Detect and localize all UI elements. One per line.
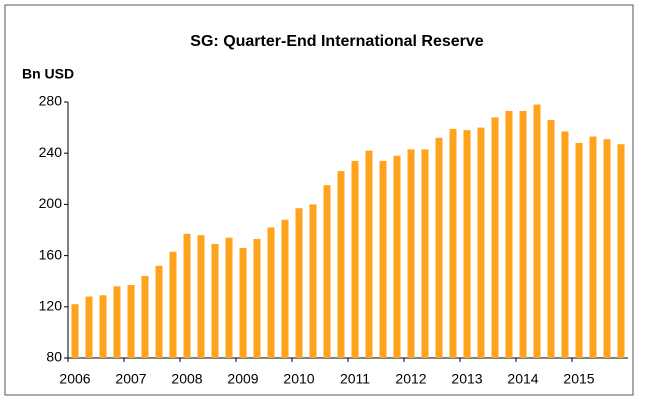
y-axis-label: Bn USD	[22, 66, 74, 82]
chart-title: SG: Quarter-End International Reserve	[190, 33, 484, 50]
bar	[435, 137, 443, 358]
bar	[253, 238, 261, 358]
bar	[407, 149, 415, 358]
bar	[365, 150, 373, 358]
bar	[533, 104, 541, 358]
bar	[463, 130, 471, 358]
x-tick-label: 2014	[507, 371, 538, 387]
bar	[127, 285, 135, 358]
bar	[309, 204, 317, 358]
bar	[561, 131, 569, 358]
bar	[505, 110, 513, 359]
x-tick-label: 2011	[340, 371, 370, 387]
x-tick-label: 2007	[115, 371, 146, 387]
bar	[519, 110, 527, 359]
y-tick-label: 200	[39, 195, 63, 211]
bar	[617, 144, 625, 358]
bar	[113, 286, 121, 358]
y-tick-label: 80	[46, 349, 62, 365]
x-tick-label: 2008	[171, 371, 202, 387]
bar	[393, 155, 401, 358]
bar	[281, 219, 289, 358]
bar	[491, 117, 499, 358]
bar	[197, 235, 205, 358]
bar	[225, 237, 233, 358]
bar	[603, 139, 611, 358]
y-tick-label: 280	[39, 93, 63, 109]
y-tick-label: 240	[39, 144, 63, 160]
x-tick-label: 2009	[227, 371, 258, 387]
y-tick-label: 120	[39, 298, 63, 314]
chart-frame	[4, 4, 634, 396]
bar	[239, 247, 247, 358]
bar	[449, 128, 457, 358]
bar	[183, 233, 191, 358]
bar	[267, 227, 275, 358]
bar	[379, 160, 387, 358]
x-tick-label: 2013	[451, 371, 482, 387]
bar	[85, 296, 93, 358]
bar	[337, 171, 345, 358]
bar	[547, 119, 555, 358]
bar	[295, 208, 303, 358]
bar	[323, 185, 331, 358]
bar	[211, 244, 219, 358]
bar	[155, 265, 163, 358]
bar	[71, 304, 79, 358]
bar	[99, 295, 107, 358]
bar	[589, 136, 597, 358]
x-tick-label: 2006	[59, 371, 90, 387]
bar	[351, 160, 359, 358]
y-tick-label: 160	[39, 246, 63, 262]
bar	[141, 276, 149, 358]
bar	[169, 251, 177, 358]
x-tick-label: 2015	[563, 371, 594, 387]
bar	[477, 127, 485, 358]
bar	[421, 149, 429, 358]
x-tick-label: 2010	[283, 371, 314, 387]
bar	[575, 142, 583, 358]
x-tick-label: 2012	[395, 371, 426, 387]
